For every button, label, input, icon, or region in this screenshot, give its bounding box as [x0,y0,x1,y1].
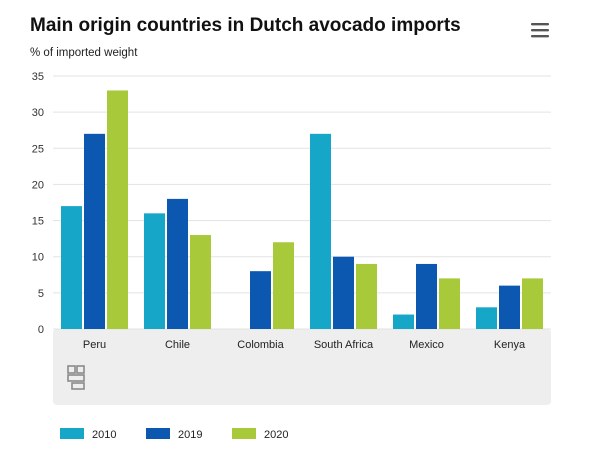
bar-chile-2020[interactable] [190,235,211,329]
legend-label: 2020 [264,429,288,441]
legend-label: 2019 [178,429,202,441]
chart-title: Main origin countries in Dutch avocado i… [30,15,461,36]
legend-swatch [60,428,84,439]
bar-mexico-2019[interactable] [416,263,437,329]
y-tick-label: 35 [32,71,44,83]
x-tick-label: Chile [165,339,190,351]
x-tick-label: Kenya [494,339,526,351]
bar-peru-2010[interactable] [61,206,82,329]
legend: 2010 2019 2020 [60,428,288,441]
bar-south-africa-2010[interactable] [310,133,331,329]
bar-south-africa-2019[interactable] [333,256,354,329]
hamburger-menu-icon[interactable] [531,23,549,38]
legend-item-2020[interactable]: 2020 [232,428,288,441]
bar-kenya-2010[interactable] [476,307,497,329]
y-tick-label: 30 [32,107,44,119]
category-band [53,329,551,405]
grid [53,75,551,330]
y-tick-label: 25 [32,143,44,155]
legend-item-2010[interactable]: 2010 [60,428,116,441]
y-tick-label: 15 [32,216,44,228]
legend-swatch [146,428,170,439]
bar-peru-2020[interactable] [107,90,128,329]
y-tick-label: 10 [32,252,44,264]
menu-button[interactable] [526,20,554,40]
cbs-logo-icon [67,365,85,390]
y-tick-label: 20 [32,179,44,191]
bar-chile-2019[interactable] [167,198,188,329]
legend-item-2019[interactable]: 2019 [146,428,202,441]
legend-label: 2010 [92,429,116,441]
x-tick-label: Mexico [409,339,444,351]
bar-mexico-2010[interactable] [393,314,414,329]
y-tick-label: 0 [38,324,44,336]
bars [61,90,543,329]
x-tick-label: Peru [83,339,106,351]
bar-chile-2010[interactable] [144,213,165,329]
bar-colombia-2020[interactable] [273,242,294,329]
bar-mexico-2020[interactable] [439,278,460,329]
bar-south-africa-2020[interactable] [356,263,377,329]
y-axis: 0 5 10 15 20 25 30 35 [32,71,44,336]
legend-swatch [232,428,256,439]
y-tick-label: 5 [38,288,44,300]
bar-kenya-2019[interactable] [499,285,520,329]
bar-colombia-2019[interactable] [250,271,271,329]
x-tick-label: South Africa [314,339,374,351]
x-tick-label: Colombia [237,339,284,351]
x-axis: Peru Chile Colombia South Africa Mexico Kenya [83,339,526,351]
chart-subtitle: % of imported weight [30,47,138,59]
bar-peru-2019[interactable] [84,133,105,329]
bar-kenya-2020[interactable] [522,278,543,329]
